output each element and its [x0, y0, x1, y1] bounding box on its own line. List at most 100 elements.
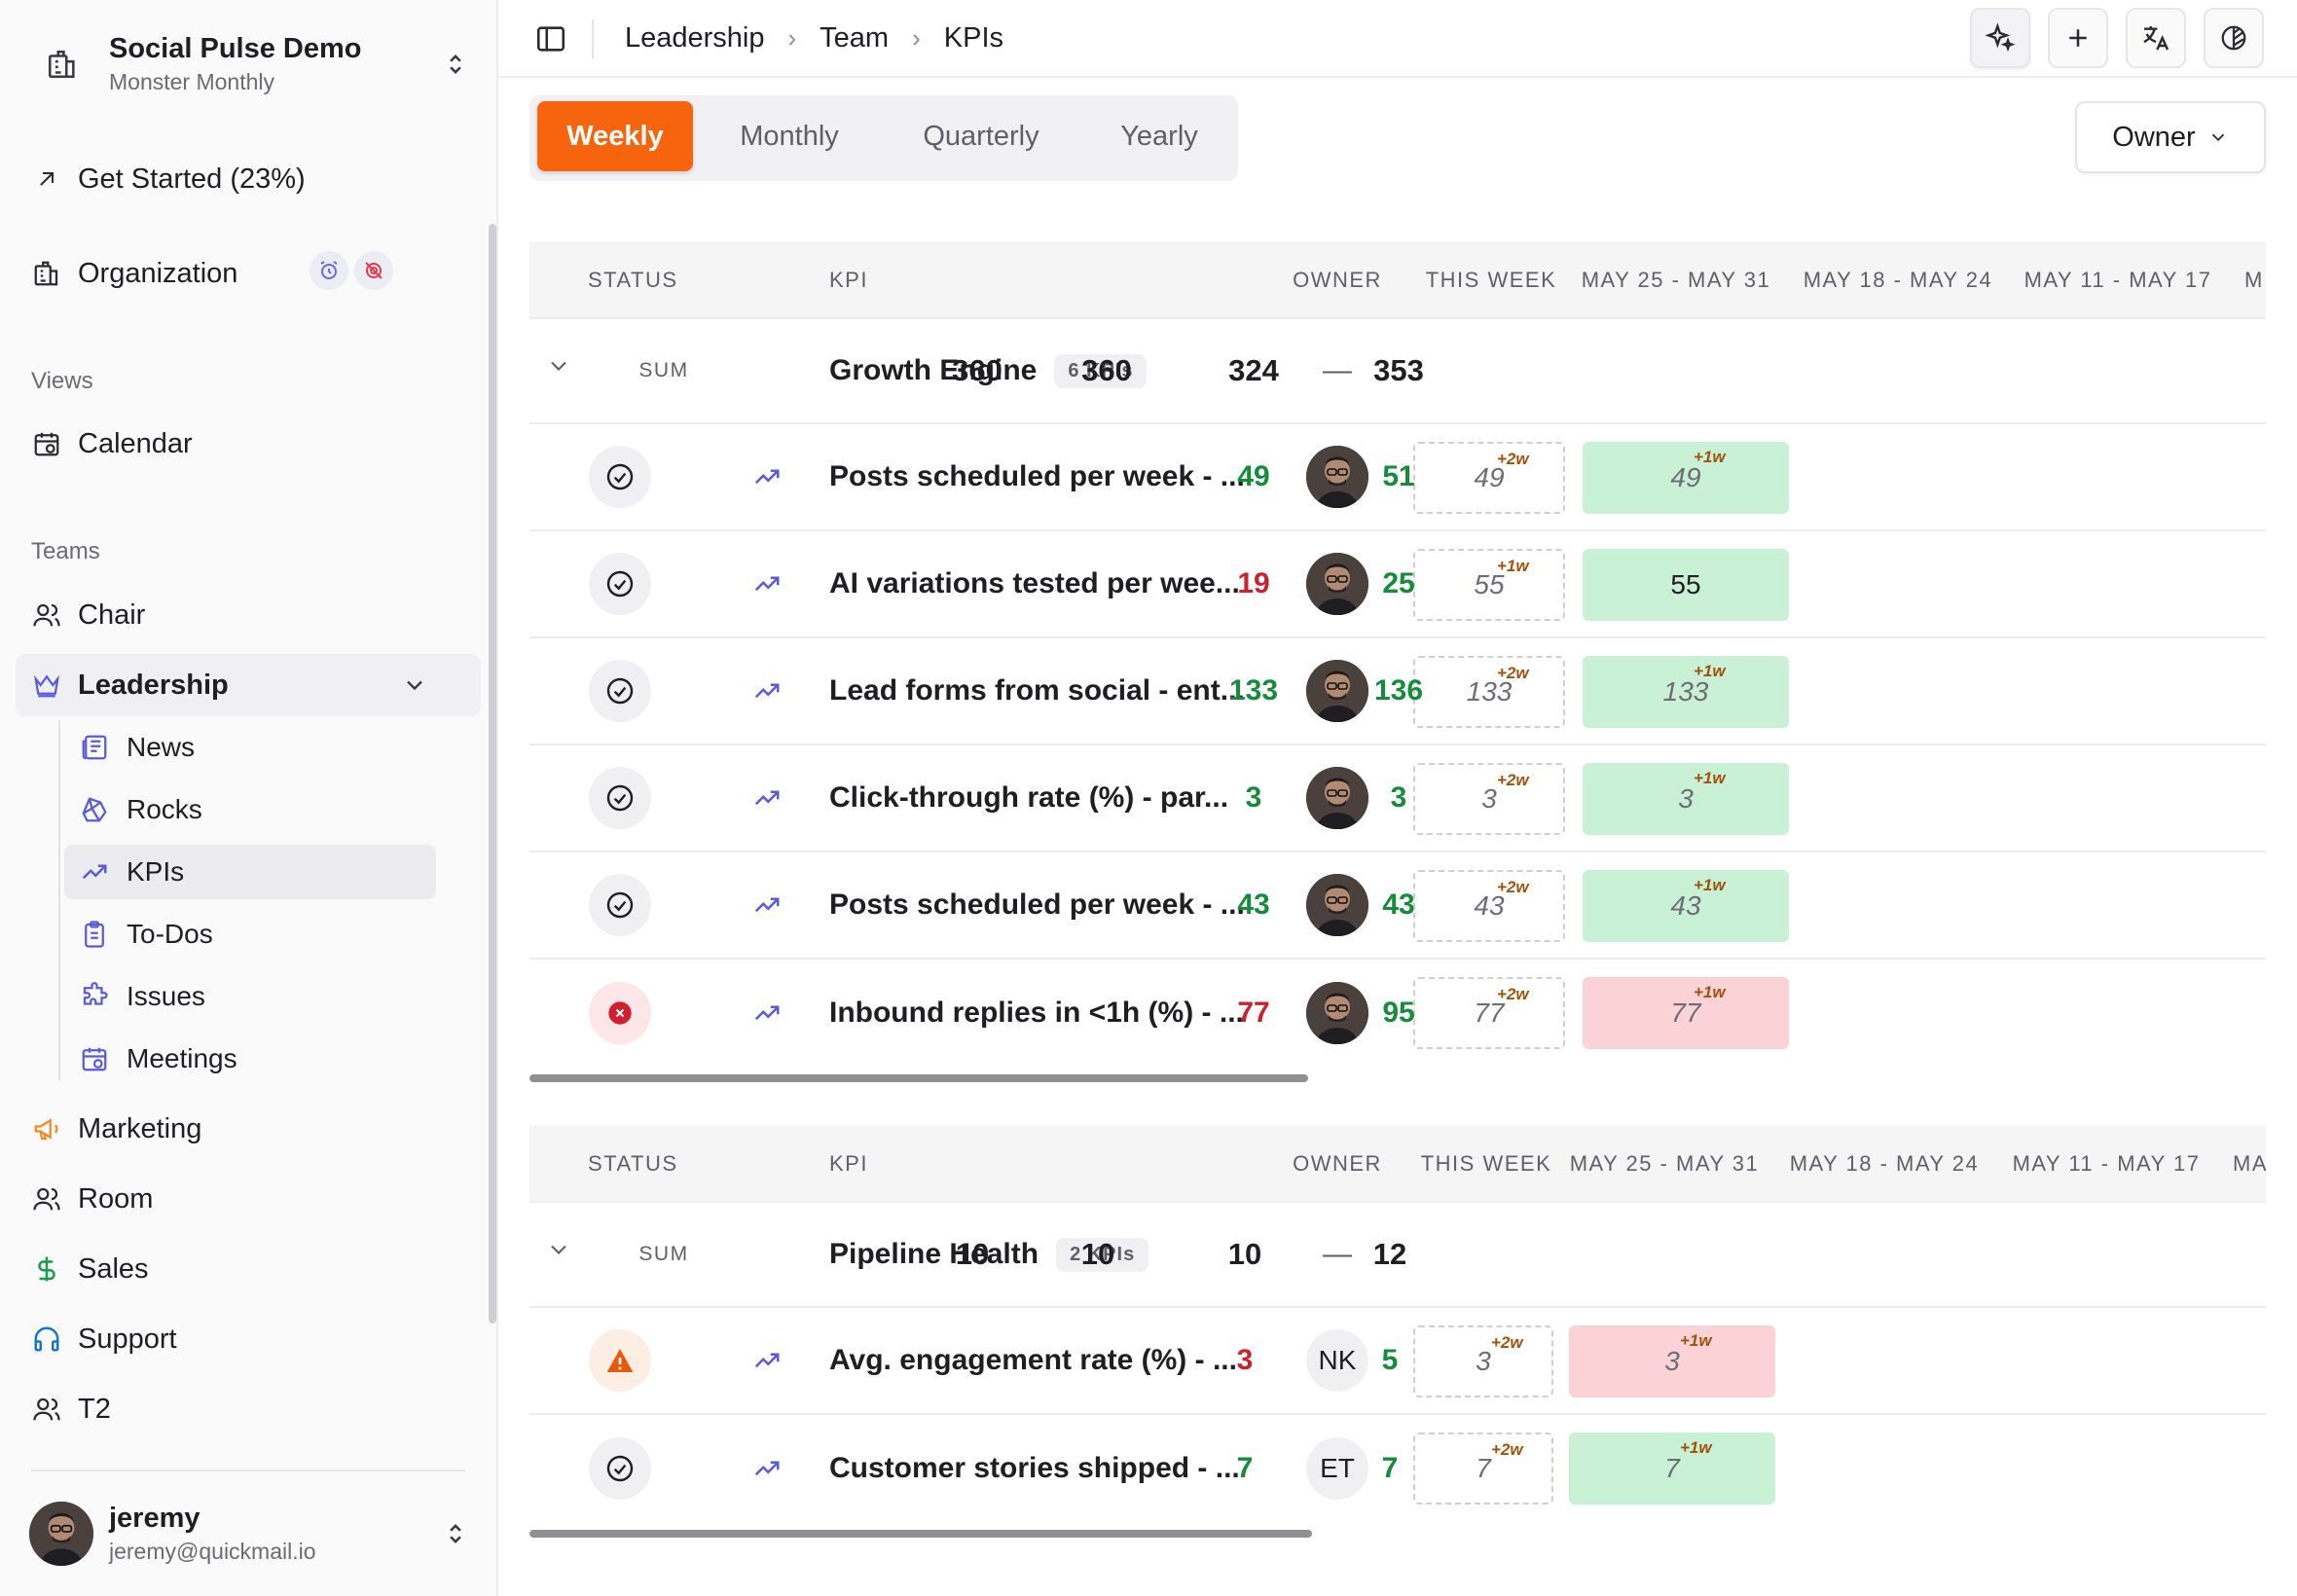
users-icon	[29, 598, 64, 633]
this-week-input[interactable]: 43 +2w	[1413, 870, 1565, 942]
on-track-status-icon[interactable]	[589, 553, 651, 615]
sidebar-item-news[interactable]: News	[78, 722, 195, 773]
on-track-status-icon[interactable]	[589, 767, 651, 829]
week-value-box[interactable]: 7 +1w	[1569, 1433, 1775, 1505]
tab-yearly[interactable]: Yearly	[1120, 120, 1198, 152]
sidebar-scrollbar[interactable]	[489, 224, 496, 1324]
week-value[interactable]: 3	[1245, 781, 1262, 814]
sidebar-item-room[interactable]: Room	[29, 1174, 153, 1224]
nav-organization[interactable]: Organization	[29, 248, 237, 299]
chevron-down-icon[interactable]	[529, 1203, 588, 1306]
chevron-down-icon[interactable]	[529, 319, 588, 422]
this-week-input[interactable]: 133 +2w	[1413, 656, 1565, 728]
week-value-box[interactable]: 77 +1w	[1583, 977, 1789, 1049]
week-value[interactable]: 77	[1237, 997, 1270, 1029]
kpi-row[interactable]: Customer stories shipped - ... ET 7 +2w 7 +1w…	[529, 1415, 2266, 1522]
toggle-sidebar-button[interactable]	[529, 18, 572, 60]
week-value[interactable]: 133	[1228, 674, 1279, 707]
week-value-box[interactable]: 3 +1w	[1583, 763, 1789, 835]
translate-button[interactable]	[2126, 8, 2186, 68]
this-week-input[interactable]: 77 +2w	[1413, 977, 1565, 1049]
sidebar-item-t2[interactable]: T2	[29, 1384, 111, 1434]
kpi-row[interactable]: Inbound replies in <1h (%) - ... 77 +2w 77 +…	[529, 960, 2266, 1067]
week-value[interactable]: 49	[1237, 460, 1270, 492]
sidebar-item-chair[interactable]: Chair	[29, 590, 145, 640]
kpi-name[interactable]: Posts scheduled per week - ...	[829, 460, 1245, 492]
kpi-row[interactable]: Posts scheduled per week - ... 43 +2w 43 +1w…	[529, 852, 2266, 960]
sidebar-item-sales[interactable]: Sales	[29, 1244, 149, 1294]
user-menu[interactable]: jeremy jeremy@quickmail.io	[29, 1499, 473, 1569]
breadcrumb-leadership[interactable]: Leadership	[625, 21, 765, 54]
on-track-status-icon[interactable]	[589, 1437, 651, 1500]
this-week-input[interactable]: 3 +2w	[1413, 1325, 1553, 1397]
nav-get-started[interactable]: Get Started (23%)	[29, 154, 306, 204]
kpi-row[interactable]: AI variations tested per wee... 55 +1w 55 19…	[529, 531, 2266, 638]
this-week-input[interactable]: 3 +2w	[1413, 763, 1565, 835]
add-button[interactable]	[2048, 8, 2108, 68]
this-week-input[interactable]: 49 +2w	[1413, 442, 1565, 514]
this-week-input[interactable]: 55 +1w	[1413, 549, 1565, 621]
kpi-name[interactable]: Lead forms from social - ent...	[829, 674, 1245, 707]
week-value[interactable]: 95	[1382, 997, 1415, 1029]
week-value[interactable]: 43	[1237, 889, 1270, 921]
tab-quarterly[interactable]: Quarterly	[923, 120, 1039, 152]
sidebar-item-support[interactable]: Support	[29, 1314, 177, 1364]
table-horizontal-scrollbar[interactable]	[529, 1074, 1308, 1082]
week-value-box[interactable]: 3 +1w	[1569, 1325, 1775, 1397]
tab-monthly[interactable]: Monthly	[740, 120, 839, 152]
sidebar-panel-icon	[536, 26, 565, 52]
kpi-name[interactable]: Avg. engagement rate (%) - ...	[829, 1344, 1237, 1376]
kpi-row[interactable]: Avg. engagement rate (%) - ... NK 3 +2w 3 +1w…	[529, 1308, 2266, 1415]
week-value[interactable]: 19	[1237, 567, 1270, 599]
off-track-status-icon[interactable]	[589, 982, 651, 1044]
group-summary-row[interactable]: SUM Pipeline Health 2 KPIs — 10 10 10 12	[529, 1203, 2266, 1308]
week-value[interactable]: 3	[1390, 781, 1407, 814]
warning-status-icon[interactable]	[589, 1329, 651, 1392]
sidebar-item-leadership[interactable]: Leadership	[29, 660, 438, 710]
kpi-row[interactable]: Click-through rate (%) - par... 3 +2w 3 +1w 3…	[529, 745, 2266, 852]
sidebar-item-rocks[interactable]: Rocks	[78, 784, 202, 835]
theme-toggle-button[interactable]	[2204, 8, 2264, 68]
kpi-name[interactable]: AI variations tested per wee...	[829, 567, 1240, 599]
on-track-status-icon[interactable]	[589, 446, 651, 508]
kpi-name[interactable]: Posts scheduled per week - ...	[829, 889, 1245, 921]
sidebar-item-todos[interactable]: To-Dos	[78, 909, 213, 960]
week-value[interactable]: 43	[1382, 889, 1415, 921]
week-value[interactable]: 51	[1382, 460, 1415, 492]
owner-cell	[1306, 960, 1368, 1067]
kpi-name[interactable]: Customer stories shipped - ...	[829, 1452, 1240, 1484]
kpi-row[interactable]: Posts scheduled per week - ... 49 +2w 49 +1w…	[529, 424, 2266, 531]
sidebar-item-meetings[interactable]: Meetings	[78, 1034, 237, 1084]
kpi-row[interactable]: Lead forms from social - ent... 133 +2w 133…	[529, 638, 2266, 745]
workspace-switcher[interactable]: Social Pulse Demo Monster Monthly	[29, 23, 473, 105]
table-horizontal-scrollbar[interactable]	[529, 1530, 1312, 1538]
sidebar-item-issues[interactable]: Issues	[78, 971, 205, 1022]
breadcrumb-team[interactable]: Team	[820, 21, 890, 54]
chevron-up-down-icon	[438, 1516, 473, 1551]
nav-calendar[interactable]: Calendar	[29, 418, 193, 469]
week-value[interactable]: 7	[1236, 1452, 1254, 1484]
kpi-name[interactable]: Click-through rate (%) - par...	[829, 781, 1229, 814]
on-track-status-icon[interactable]	[589, 660, 651, 722]
this-week-input[interactable]: 7 +2w	[1413, 1433, 1553, 1505]
week-value[interactable]: 7	[1381, 1452, 1399, 1484]
on-track-status-icon[interactable]	[589, 874, 651, 936]
sidebar-item-marketing[interactable]: Marketing	[29, 1104, 201, 1154]
owner-filter-dropdown[interactable]: Owner	[2075, 101, 2266, 173]
week-value[interactable]: 5	[1381, 1344, 1399, 1376]
group-summary-row[interactable]: SUM Growth Engine 6 KPIs — 360 360 324 353	[529, 319, 2266, 424]
column-header-w3: MAY 11 - MAY 17	[2024, 268, 2212, 292]
tab-weekly[interactable]: Weekly	[537, 101, 693, 171]
week-value-box[interactable]: 49 +1w	[1583, 442, 1789, 514]
week-value[interactable]: 136	[1373, 674, 1424, 707]
week-value[interactable]: 25	[1382, 567, 1415, 599]
sidebar-item-kpis[interactable]: KPIs	[78, 847, 184, 897]
kpi-name[interactable]: Inbound replies in <1h (%) - ...	[829, 997, 1244, 1029]
period-tabs: Weekly Monthly Quarterly Yearly	[529, 95, 1238, 181]
week-value[interactable]: 3	[1236, 1344, 1254, 1376]
week-value-box[interactable]: 55	[1583, 549, 1789, 621]
sidebar-item-label: KPIs	[127, 856, 185, 887]
week-value-box[interactable]: 43 +1w	[1583, 870, 1789, 942]
week-value-box[interactable]: 133 +1w	[1583, 656, 1789, 728]
ai-sparkle-button[interactable]	[1970, 8, 2030, 68]
